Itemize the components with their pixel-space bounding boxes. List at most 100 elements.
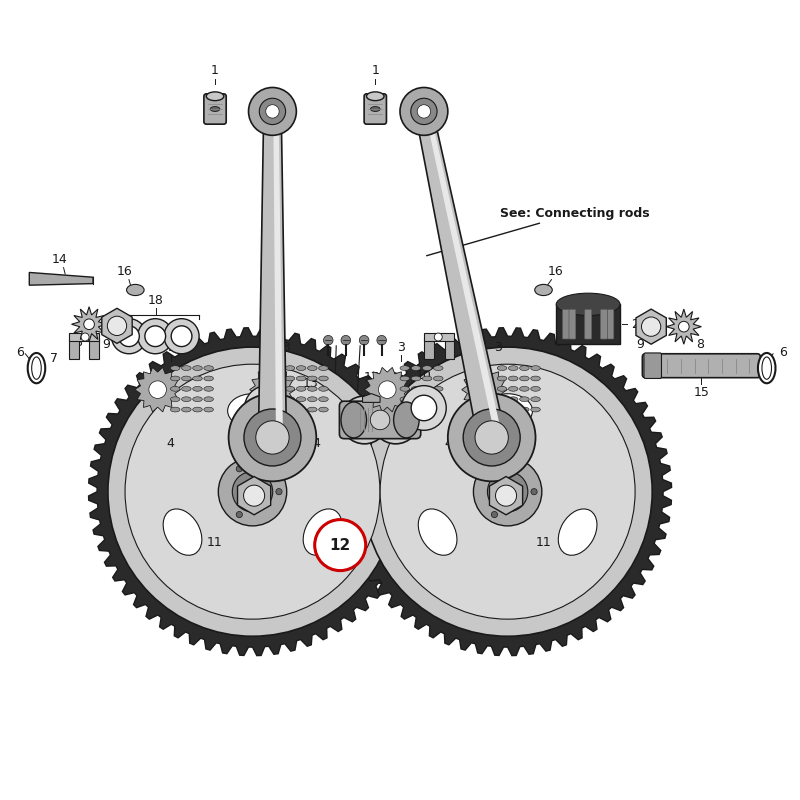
FancyBboxPatch shape: [585, 310, 591, 339]
Ellipse shape: [411, 386, 421, 391]
Text: 8: 8: [696, 338, 704, 351]
Circle shape: [474, 458, 542, 526]
Polygon shape: [424, 338, 434, 358]
Ellipse shape: [193, 386, 202, 391]
Circle shape: [448, 394, 535, 482]
Ellipse shape: [758, 353, 775, 383]
Ellipse shape: [411, 376, 421, 381]
Ellipse shape: [411, 366, 421, 370]
Polygon shape: [424, 333, 454, 341]
Polygon shape: [30, 273, 93, 286]
Ellipse shape: [519, 397, 529, 402]
Ellipse shape: [32, 357, 42, 379]
Ellipse shape: [519, 376, 529, 381]
Circle shape: [372, 396, 420, 444]
Circle shape: [359, 335, 369, 345]
Circle shape: [491, 466, 498, 472]
Circle shape: [264, 381, 282, 398]
Ellipse shape: [193, 397, 202, 402]
Ellipse shape: [366, 92, 384, 101]
Ellipse shape: [206, 92, 224, 101]
Circle shape: [245, 386, 289, 430]
Ellipse shape: [318, 366, 328, 370]
Circle shape: [434, 333, 442, 341]
FancyBboxPatch shape: [364, 94, 386, 124]
Ellipse shape: [296, 366, 306, 370]
Polygon shape: [238, 477, 270, 515]
Ellipse shape: [418, 509, 457, 555]
Circle shape: [487, 471, 528, 512]
Circle shape: [84, 319, 94, 330]
FancyBboxPatch shape: [204, 94, 226, 124]
Polygon shape: [362, 394, 380, 402]
Text: 12: 12: [330, 538, 351, 553]
Circle shape: [259, 98, 286, 125]
Ellipse shape: [318, 376, 328, 381]
FancyBboxPatch shape: [339, 401, 421, 438]
Polygon shape: [69, 338, 78, 358]
Polygon shape: [344, 328, 671, 656]
Ellipse shape: [530, 386, 540, 391]
Text: 4: 4: [444, 437, 452, 450]
Text: 1: 1: [211, 64, 219, 77]
Polygon shape: [415, 110, 506, 440]
Ellipse shape: [163, 509, 202, 555]
Polygon shape: [71, 306, 106, 342]
Ellipse shape: [498, 397, 507, 402]
Ellipse shape: [182, 386, 191, 391]
Circle shape: [410, 98, 437, 125]
Ellipse shape: [530, 407, 540, 412]
Ellipse shape: [170, 376, 180, 381]
Ellipse shape: [400, 386, 410, 391]
Circle shape: [377, 335, 386, 345]
Text: 16: 16: [547, 265, 563, 278]
Ellipse shape: [422, 397, 432, 402]
Polygon shape: [89, 338, 99, 358]
Ellipse shape: [400, 376, 410, 381]
Circle shape: [81, 333, 89, 341]
FancyBboxPatch shape: [585, 310, 591, 339]
Text: 16: 16: [117, 265, 133, 278]
Ellipse shape: [28, 353, 46, 383]
Ellipse shape: [519, 386, 529, 391]
Ellipse shape: [509, 386, 518, 391]
Ellipse shape: [411, 397, 421, 402]
Ellipse shape: [422, 407, 432, 412]
Text: 10: 10: [416, 369, 432, 382]
Ellipse shape: [422, 366, 432, 370]
Ellipse shape: [434, 397, 443, 402]
Circle shape: [108, 347, 397, 636]
Ellipse shape: [228, 394, 278, 428]
Ellipse shape: [762, 357, 771, 379]
FancyBboxPatch shape: [642, 354, 760, 378]
Text: 11: 11: [207, 535, 223, 549]
Circle shape: [402, 386, 446, 430]
Ellipse shape: [519, 407, 529, 412]
Text: 2: 2: [631, 318, 639, 330]
Polygon shape: [102, 308, 132, 343]
Circle shape: [125, 364, 380, 619]
Ellipse shape: [400, 397, 410, 402]
Ellipse shape: [307, 366, 317, 370]
Circle shape: [418, 105, 430, 118]
Ellipse shape: [370, 106, 380, 111]
Ellipse shape: [394, 402, 419, 438]
FancyBboxPatch shape: [556, 304, 620, 344]
Polygon shape: [636, 309, 666, 344]
Circle shape: [244, 409, 301, 466]
Circle shape: [164, 318, 199, 354]
Ellipse shape: [296, 376, 306, 381]
Circle shape: [642, 317, 661, 336]
Circle shape: [218, 458, 286, 526]
Ellipse shape: [530, 366, 540, 370]
Ellipse shape: [509, 376, 518, 381]
Circle shape: [242, 481, 263, 502]
FancyBboxPatch shape: [601, 310, 607, 339]
Ellipse shape: [318, 407, 328, 412]
Polygon shape: [425, 110, 502, 437]
Ellipse shape: [285, 386, 294, 391]
Circle shape: [276, 489, 282, 494]
Ellipse shape: [509, 366, 518, 370]
Circle shape: [138, 318, 173, 354]
Text: 8: 8: [74, 336, 82, 350]
